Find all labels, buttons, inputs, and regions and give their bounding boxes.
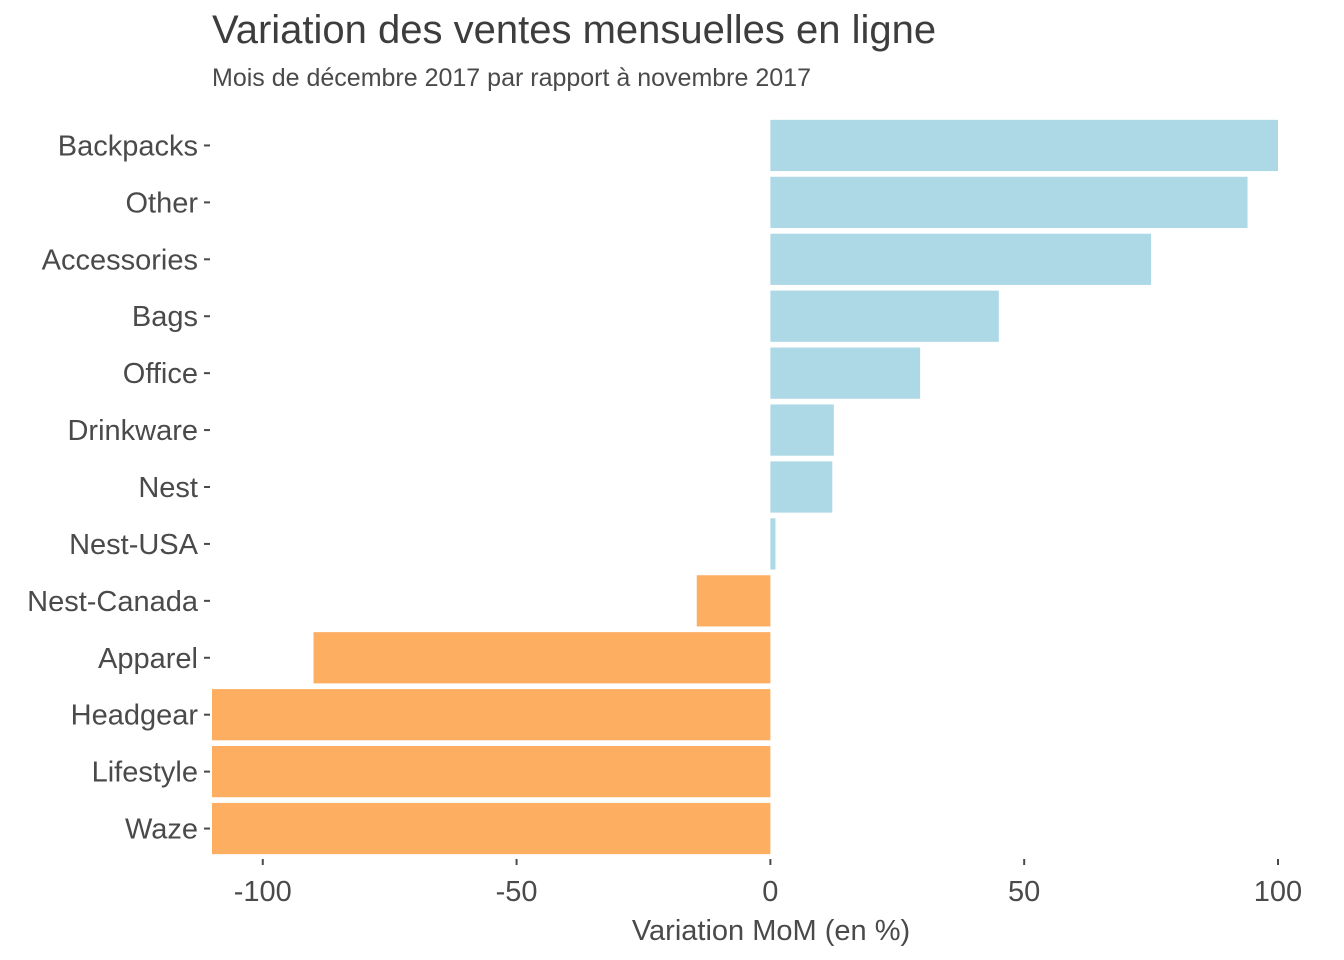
bar-nest-usa xyxy=(770,518,776,570)
bar-nest xyxy=(770,461,833,513)
bar-backpacks xyxy=(770,119,1278,172)
x-tick-label: 50 xyxy=(1008,876,1040,908)
x-tick-label: -50 xyxy=(496,876,538,908)
x-axis-title: Variation MoM (en %) xyxy=(632,915,910,947)
y-tick-label: Backpacks xyxy=(58,130,198,162)
y-tick-label: Drinkware xyxy=(67,415,198,447)
y-tick-label: Nest-Canada xyxy=(27,586,199,618)
bar-waze xyxy=(212,802,771,855)
bar-nest-canada xyxy=(696,575,771,627)
chart-title: Variation des ventes mensuelles en ligne xyxy=(212,8,937,52)
y-tick-label: Apparel xyxy=(98,643,198,675)
bar-lifestyle xyxy=(212,746,771,798)
x-tick-label: 0 xyxy=(762,876,778,908)
x-tick-label: 100 xyxy=(1254,876,1302,908)
bar-accessories xyxy=(770,233,1152,285)
y-axis: Backpacks Other Accessories Bags Office Drink… xyxy=(27,130,210,846)
bars-layer xyxy=(212,119,1278,855)
y-tick-label: Office xyxy=(123,358,198,390)
bar-office xyxy=(770,347,921,399)
y-tick-label: Bags xyxy=(132,301,198,333)
x-axis: -100 -50 0 50 100 xyxy=(234,859,1302,908)
x-tick-label: -100 xyxy=(234,876,292,908)
bar-headgear xyxy=(212,689,771,741)
bar-apparel xyxy=(313,632,771,684)
y-tick-label: Waze xyxy=(125,814,198,846)
y-tick-label: Nest xyxy=(138,472,198,504)
y-tick-label: Nest-USA xyxy=(69,529,199,561)
bar-drinkware xyxy=(770,404,834,456)
bar-bags xyxy=(770,290,999,342)
chart-subtitle: Mois de décembre 2017 par rapport à nove… xyxy=(212,64,811,92)
y-tick-label: Lifestyle xyxy=(92,757,198,789)
y-tick-label: Other xyxy=(125,187,198,219)
y-tick-label: Headgear xyxy=(71,700,199,732)
y-tick-label: Accessories xyxy=(42,244,198,276)
bar-other xyxy=(770,176,1248,228)
